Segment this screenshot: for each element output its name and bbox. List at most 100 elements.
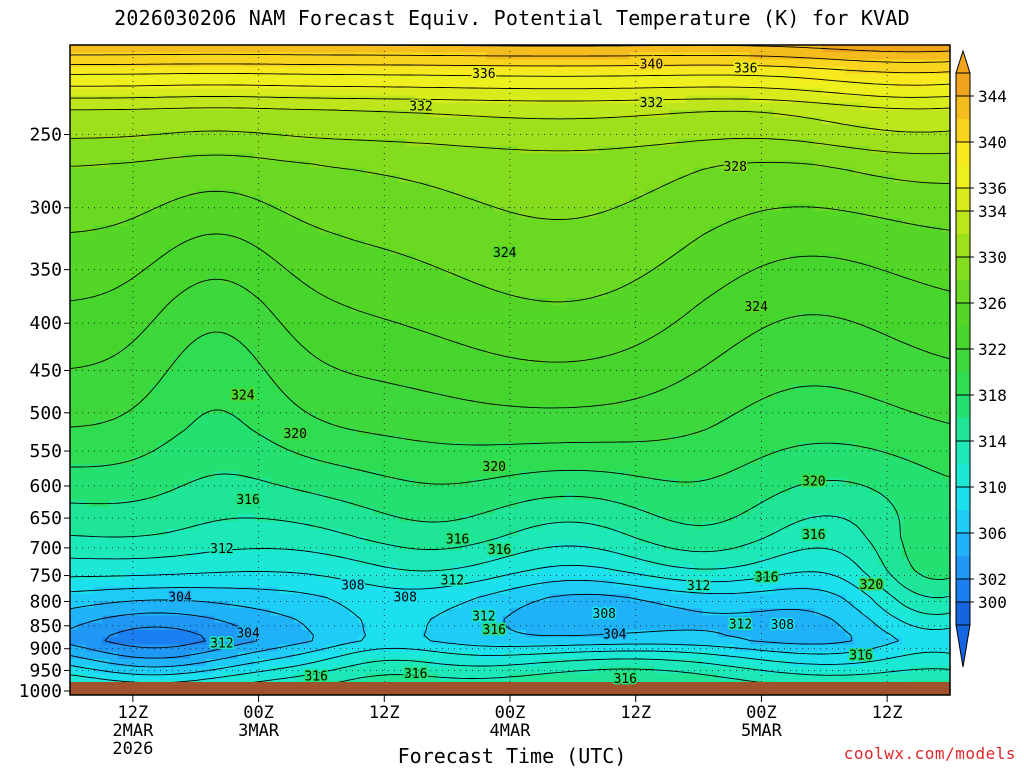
heat-cell <box>70 305 79 313</box>
heat-cell <box>390 297 399 306</box>
heat-cell <box>550 203 559 212</box>
heat-cell <box>86 218 95 227</box>
heat-cell <box>574 102 583 111</box>
heat-cell <box>142 189 151 198</box>
heat-cell <box>470 268 479 277</box>
heat-cell <box>614 153 623 162</box>
heat-cell <box>654 341 663 349</box>
heat-cell <box>270 240 279 248</box>
heat-cell <box>206 283 215 292</box>
heat-cell <box>534 153 543 162</box>
heat-cell <box>454 102 463 111</box>
heat-cell <box>574 95 583 104</box>
heat-cell <box>222 290 231 299</box>
heat-cell <box>694 297 703 306</box>
heat-cell <box>246 73 255 82</box>
heat-cell <box>246 117 255 126</box>
heat-cell <box>614 189 623 198</box>
heat-cell <box>870 305 879 313</box>
heat-cell <box>894 218 903 227</box>
heat-cell <box>742 102 751 111</box>
heat-cell <box>534 312 543 321</box>
heat-cell <box>606 102 615 111</box>
heat-cell <box>910 319 919 328</box>
heat-cell <box>878 283 887 292</box>
heat-cell <box>94 232 103 241</box>
heat-cell <box>102 175 111 183</box>
heat-cell <box>806 81 815 89</box>
heat-cell <box>830 160 839 169</box>
heat-cell <box>70 88 79 97</box>
heat-cell <box>126 131 135 140</box>
heat-cell <box>574 196 583 205</box>
heat-cell <box>214 261 223 270</box>
heat-cell <box>774 138 783 147</box>
heat-cell <box>670 52 679 61</box>
heat-cell <box>406 124 415 133</box>
heat-cell <box>670 225 679 234</box>
heat-cell <box>134 59 143 68</box>
heat-cell <box>822 167 831 176</box>
heat-cell <box>606 211 615 219</box>
heat-cell <box>230 240 239 248</box>
heat-cell <box>478 333 487 342</box>
heat-cell <box>398 211 407 219</box>
heat-cell <box>662 196 671 205</box>
heat-cell <box>734 355 743 364</box>
heat-cell <box>102 81 111 89</box>
heat-cell <box>774 146 783 154</box>
heat-cell <box>654 124 663 133</box>
heat-cell <box>686 88 695 97</box>
heat-cell <box>318 95 327 104</box>
heat-cell <box>366 73 375 82</box>
heat-cell <box>254 283 263 292</box>
heat-cell <box>814 88 823 97</box>
heat-cell <box>462 182 471 191</box>
heat-cell <box>894 276 903 284</box>
heat-cell <box>342 189 351 198</box>
heat-cell <box>854 124 863 133</box>
heat-cell <box>342 254 351 263</box>
heat-cell <box>790 362 799 371</box>
heat-cell <box>150 290 159 299</box>
heat-cell <box>134 81 143 89</box>
heat-cell <box>422 283 431 292</box>
heat-cell <box>126 326 135 335</box>
heat-cell <box>750 160 759 169</box>
heat-cell <box>542 333 551 342</box>
heat-cell <box>374 175 383 183</box>
heat-cell <box>558 153 567 162</box>
heat-cell <box>918 160 927 169</box>
heat-cell <box>350 290 359 299</box>
heat-cell <box>110 196 119 205</box>
heat-cell <box>294 362 303 371</box>
heat-cell <box>686 167 695 176</box>
heat-cell <box>782 312 791 321</box>
heat-cell <box>806 232 815 241</box>
heat-cell <box>662 312 671 321</box>
heat-cell <box>150 297 159 306</box>
heat-cell <box>806 189 815 198</box>
heat-cell <box>622 341 631 349</box>
heat-cell <box>710 66 719 75</box>
heat-cell <box>718 319 727 328</box>
heat-cell <box>830 247 839 256</box>
heat-cell <box>334 124 343 133</box>
heat-cell <box>302 146 311 154</box>
heat-cell <box>374 283 383 292</box>
heat-cell <box>606 81 615 89</box>
heat-cell <box>374 102 383 111</box>
heat-cell <box>830 348 839 357</box>
heat-cell <box>942 341 950 349</box>
heat-cell <box>718 211 727 219</box>
heat-cell <box>494 73 503 82</box>
heat-cell <box>374 355 383 364</box>
heat-cell <box>870 131 879 140</box>
heat-cell <box>606 167 615 176</box>
heat-cell <box>382 362 391 371</box>
heat-cell <box>734 81 743 89</box>
heat-cell <box>70 189 79 198</box>
heat-cell <box>350 88 359 97</box>
heat-cell <box>206 117 215 126</box>
heat-cell <box>390 95 399 104</box>
